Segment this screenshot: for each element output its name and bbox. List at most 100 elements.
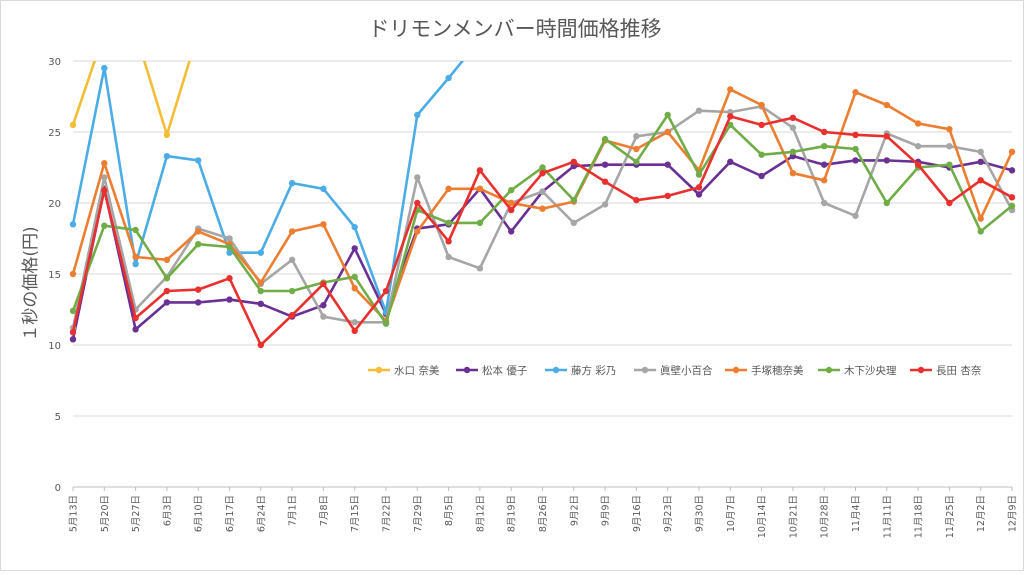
data-point	[101, 64, 108, 72]
data-point	[132, 260, 139, 268]
data-point	[132, 314, 139, 322]
data-point	[914, 161, 922, 168]
x-tick-label: 8月5日	[444, 495, 455, 526]
x-tick-label: 7月1日	[288, 495, 299, 526]
x-tick-label: 7月15日	[350, 495, 361, 532]
data-point	[695, 191, 703, 198]
legend-item: 水口 奈美	[368, 364, 440, 377]
data-point	[883, 101, 890, 109]
data-point	[320, 221, 327, 228]
data-point	[789, 114, 797, 122]
data-point	[539, 205, 546, 212]
y-tick-label: 10	[48, 341, 61, 352]
legend-label: 水口 奈美	[394, 364, 440, 377]
data-point	[257, 279, 264, 286]
data-point	[69, 307, 77, 315]
data-point	[101, 222, 108, 229]
data-point	[508, 199, 515, 207]
data-point	[914, 143, 922, 150]
series-lines	[69, 61, 1016, 349]
axes: 0 5 10 15 20 25 30 5月13日 5月20日 5月27日 6月3日 6月10日 6月17…	[21, 57, 1019, 538]
data-point	[69, 329, 77, 336]
data-point	[601, 201, 609, 208]
data-point	[789, 169, 797, 177]
data-point	[664, 161, 671, 168]
data-point	[758, 172, 765, 180]
data-point	[132, 253, 139, 261]
legend-swatch-marker	[375, 366, 383, 374]
data-point	[445, 219, 452, 227]
data-point	[508, 206, 515, 214]
data-point	[727, 86, 734, 93]
data-point	[821, 199, 828, 207]
data-point	[101, 187, 108, 194]
data-point	[320, 313, 327, 320]
data-point	[883, 133, 890, 140]
data-point	[351, 245, 358, 252]
x-tick-label: 8月12日	[475, 495, 486, 532]
series-木下沙央理	[69, 111, 1016, 327]
y-tick-label: 20	[48, 199, 61, 210]
legend-swatch-marker	[641, 366, 649, 374]
data-point	[539, 164, 546, 171]
x-tick-label: 10月28日	[820, 495, 831, 538]
legend-swatch-marker	[463, 366, 471, 374]
data-point	[382, 287, 390, 295]
data-point	[163, 131, 171, 139]
data-point	[69, 221, 77, 228]
x-tick-label: 12月2日	[976, 495, 987, 532]
data-point	[508, 187, 515, 194]
legend-label: 木下沙央理	[844, 364, 897, 377]
data-point	[320, 185, 327, 192]
data-point	[226, 296, 233, 303]
x-tick-label: 7月22日	[382, 495, 393, 532]
data-point	[351, 223, 358, 231]
x-tick-label: 6月10日	[194, 495, 205, 532]
series-line	[71, 61, 191, 137]
data-point	[758, 101, 765, 109]
y-tick-label: 5	[55, 412, 61, 423]
x-tick-label: 5月13日	[69, 495, 80, 532]
x-tick-label: 10月21日	[788, 495, 799, 538]
data-point	[633, 158, 640, 166]
data-point	[601, 161, 609, 168]
data-point	[257, 287, 264, 295]
data-point	[977, 215, 984, 222]
series-水口 奈美	[69, 61, 191, 139]
data-point	[977, 228, 984, 235]
data-point	[758, 151, 765, 158]
x-tick-label: 11月18日	[914, 495, 925, 538]
data-point	[914, 120, 922, 127]
data-point	[977, 177, 984, 184]
data-point	[445, 74, 452, 82]
data-point	[601, 178, 609, 185]
x-tick-label: 6月3日	[162, 495, 173, 526]
y-tick-label: 15	[48, 270, 61, 281]
series-line	[71, 61, 465, 314]
data-point	[727, 158, 734, 166]
data-point	[476, 185, 484, 192]
x-tick-label: 12月9日	[1008, 495, 1019, 532]
gridlines	[73, 60, 1012, 417]
data-point	[508, 228, 515, 235]
data-point	[288, 311, 296, 319]
data-point	[414, 174, 421, 181]
x-tick-label: 8月19日	[507, 495, 518, 532]
legend-item: 藤方 彩乃	[545, 364, 616, 377]
data-point	[195, 286, 202, 293]
legend-item: 手塚穂奈美	[725, 364, 804, 377]
legend-item: 眞壁小百合	[634, 364, 713, 377]
data-point	[476, 265, 484, 272]
data-point	[727, 113, 734, 120]
legend: 水口 奈美 松本 優子 藤方 彩乃 眞壁小百合 手塚穂奈美 木下沙央理 長田 杏奈	[368, 364, 982, 377]
data-point	[226, 243, 233, 251]
series-長田 杏奈	[69, 113, 1016, 349]
data-point	[664, 192, 671, 200]
data-point	[163, 275, 171, 282]
data-point	[570, 158, 577, 166]
data-point	[852, 157, 859, 164]
data-point	[946, 199, 953, 207]
data-point	[977, 158, 984, 166]
data-point	[288, 228, 296, 235]
